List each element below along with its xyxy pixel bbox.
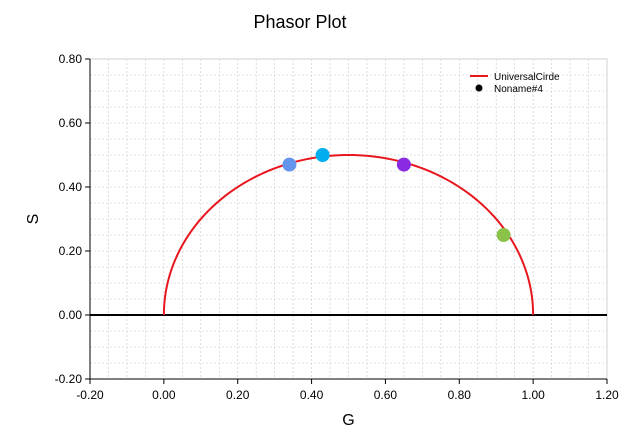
legend-swatch-marker bbox=[475, 84, 483, 92]
x-tick-label: 0.60 bbox=[374, 388, 398, 402]
y-tick-label: 0.40 bbox=[59, 180, 83, 194]
data-point bbox=[315, 148, 330, 162]
y-tick-label: 0.60 bbox=[59, 116, 83, 130]
x-axis-ticks: -0.20 0.00 0.20 0.40 0.60 0.80 1.00 1.20 bbox=[76, 378, 619, 402]
data-point bbox=[396, 157, 411, 172]
x-tick-label: 0.00 bbox=[152, 388, 176, 402]
x-tick-label: 0.40 bbox=[300, 388, 324, 402]
x-tick-label: 1.00 bbox=[521, 388, 545, 402]
y-tick-label: 0.80 bbox=[59, 52, 83, 66]
data-points bbox=[282, 148, 511, 242]
data-point bbox=[496, 228, 511, 242]
grid bbox=[89, 58, 608, 380]
y-tick-label: -0.20 bbox=[55, 372, 83, 386]
x-tick-label: -0.20 bbox=[76, 388, 104, 402]
y-axis-ticks: -0.20 0.00 0.20 0.40 0.60 0.80 bbox=[55, 52, 91, 386]
chart-title: Phasor Plot bbox=[253, 12, 346, 32]
legend-label: UniversalCirde bbox=[494, 72, 560, 83]
y-axis-label: S bbox=[25, 214, 42, 225]
x-axis-label: G bbox=[342, 412, 354, 429]
legend-label: Noname#4 bbox=[494, 84, 543, 95]
y-tick-label: 0.00 bbox=[59, 308, 83, 322]
data-point bbox=[282, 157, 297, 172]
y-tick-label: 0.20 bbox=[59, 244, 83, 258]
x-tick-label: 0.20 bbox=[226, 388, 250, 402]
x-tick-label: 0.80 bbox=[448, 388, 472, 402]
x-tick-label: 1.20 bbox=[595, 388, 619, 402]
